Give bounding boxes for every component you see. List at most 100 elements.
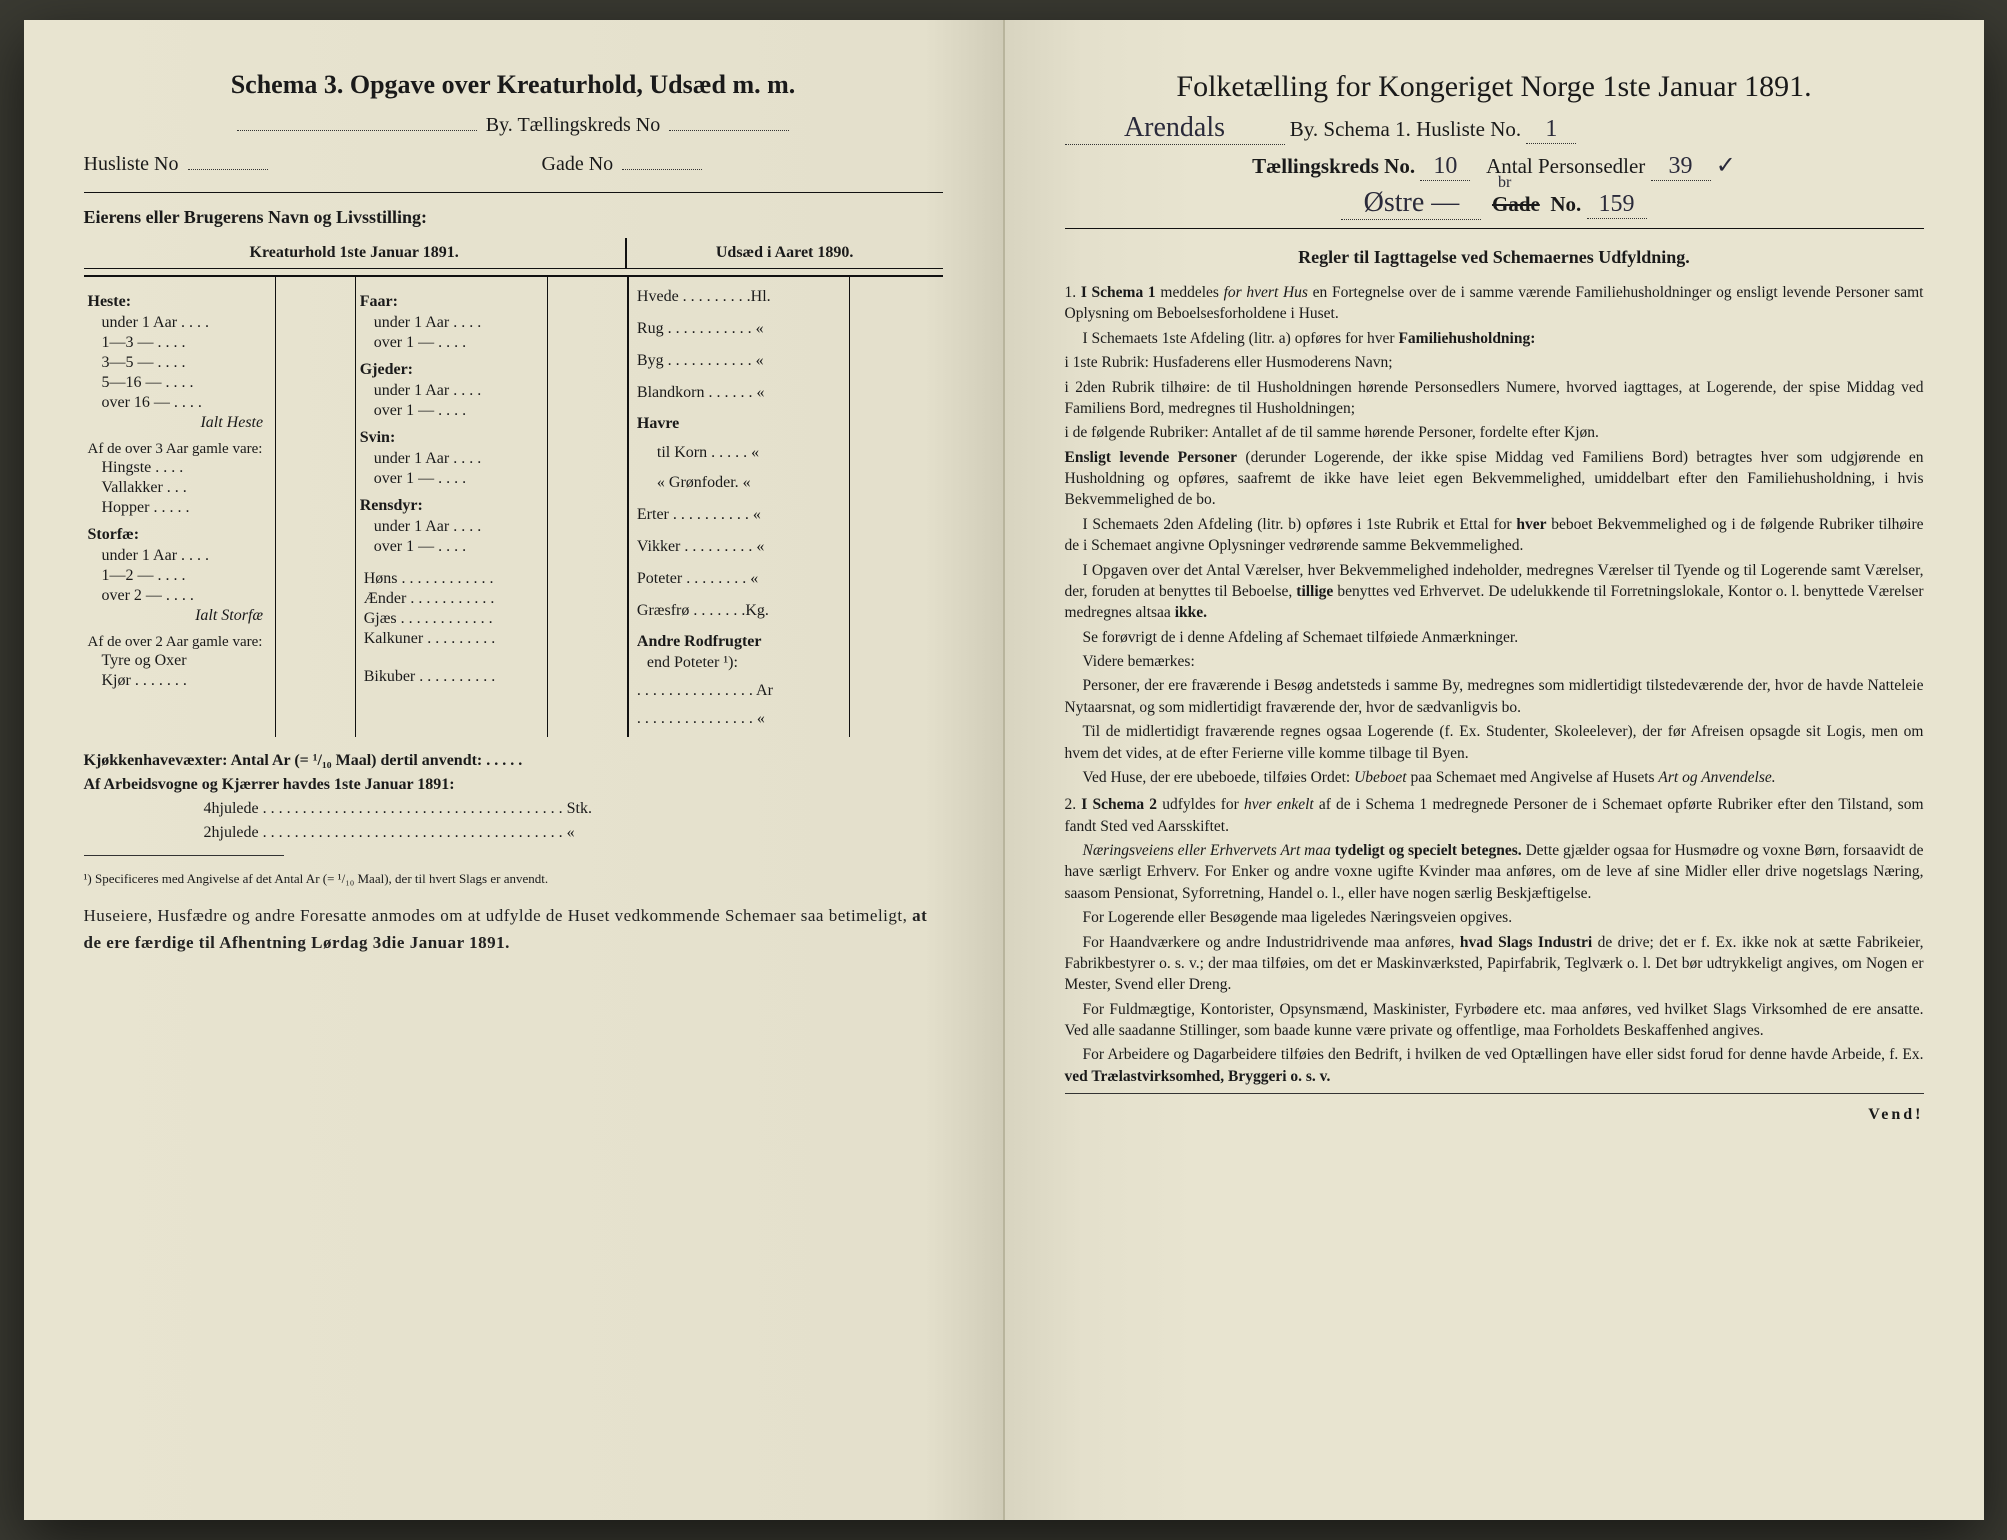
header-udsaed: Udsæd i Aaret 1890. [627,238,943,269]
storfae-sub: Kjør . . . . . . . [88,671,272,691]
street-field[interactable]: Østre — [1341,187,1481,220]
udsaed-row: Græsfrø . . . . . . .Kg. [633,601,845,621]
udsaed-row: Byg . . . . . . . . . . . « [633,351,845,371]
by-field[interactable] [237,130,477,131]
udsaed-row: end Poteter ¹): [633,653,845,673]
other-animal: Høns . . . . . . . . . . . . [360,569,544,589]
husliste-field[interactable] [188,169,268,170]
gade-no-field[interactable] [622,169,702,170]
header-kreatur: Kreaturhold 1ste Januar 1891. [84,238,627,269]
udsaed-row: Andre Rodfrugter [633,633,845,651]
svin-row: over 1 — . . . . [360,469,544,489]
rule-p: Videre bemærkes: [1065,651,1924,672]
udsaed-row: Vikker . . . . . . . . . « [633,537,845,557]
col1-animals: Heste: under 1 Aar . . . . 1—3 — . . . .… [84,277,277,737]
kreds-no-field[interactable]: 10 [1420,153,1470,181]
hjul4-line: 4hjulede . . . . . . . . . . . . . . . .… [84,797,943,821]
gade-no-field[interactable]: 159 [1587,191,1647,219]
owner-label: Eierens eller Brugerens Navn og Livsstil… [84,207,943,228]
rensdyr-row: under 1 Aar . . . . [360,517,544,537]
kreds-line: Tællingskreds No. 10 Antal Personsedler … [1065,151,1924,181]
udsaed-row: Hvede . . . . . . . . .Hl. [633,287,845,307]
bottom-rule [1065,1093,1924,1094]
checkmark-icon: ✓ [1716,153,1736,179]
vend-label: Vend! [1065,1106,1924,1124]
heste-sub: Hopper . . . . . [88,498,272,518]
rensdyr-title: Rensdyr: [360,497,544,515]
rule-p: i de følgende Rubriker: Antallet af de t… [1065,422,1924,443]
rules-title: Regler til Iagttagelse ved Schemaernes U… [1065,247,1924,268]
svin-title: Svin: [360,429,544,447]
udsaed-row: « Grønfoder. « [633,473,845,493]
rule-p: For Haandværkere og andre Industridriven… [1065,932,1924,996]
left-page: Schema 3. Opgave over Kreaturhold, Udsæd… [24,20,1005,1520]
storfae-sublabel: Af de over 2 Aar gamle vare: [88,634,272,651]
other-animal: Kalkuner . . . . . . . . . [360,629,544,649]
rule-p: Næringsveiens eller Erhvervets Art maa t… [1065,840,1924,904]
footnote: ¹) Specificeres med Angivelse af det Ant… [84,870,943,888]
other-animal: Ænder . . . . . . . . . . . [360,589,544,609]
footnote-rule [84,855,284,856]
heste-row: over 16 — . . . . [88,393,272,413]
storfae-sub: Tyre og Oxer [88,651,272,671]
col2-values[interactable] [276,277,356,737]
divider [1065,228,1924,229]
udsaed-row: Blandkorn . . . . . . « [633,383,845,403]
udsaed-row: . . . . . . . . . . . . . . . Ar [633,681,845,701]
above-gade: br [1498,174,1511,192]
hjul2-line: 2hjulede . . . . . . . . . . . . . . . .… [84,821,943,845]
rule-p: Ensligt levende Personer (derunder Loger… [1065,447,1924,511]
heste-row: 3—5 — . . . . [88,353,272,373]
udsaed-row: Rug . . . . . . . . . . . « [633,319,845,339]
rensdyr-row: over 1 — . . . . [360,537,544,557]
right-page: Folketælling for Kongeriget Norge 1ste J… [1005,20,1984,1520]
table-headers: Kreaturhold 1ste Januar 1891. Udsæd i Aa… [84,238,943,269]
other-animal: Gjæs . . . . . . . . . . . . [360,609,544,629]
storfae-title: Storfæ: [88,526,272,544]
heste-title: Heste: [88,293,272,311]
rule-p: I Schemaets 2den Afdeling (litr. b) opfø… [1065,514,1924,557]
rule-p: 1. I Schema 1 meddeles for hvert Hus en … [1065,282,1924,325]
faar-row: under 1 Aar . . . . [360,313,544,333]
census-title: Folketælling for Kongeriget Norge 1ste J… [1065,70,1924,104]
kjokken-line: Kjøkkenhavevæxter: Antal Ar (= ¹/₁₀ Maal… [84,749,943,773]
udsaed-row: . . . . . . . . . . . . . . . « [633,709,845,729]
city-field[interactable]: Arendals [1065,112,1285,145]
faar-row: over 1 — . . . . [360,333,544,353]
schema3-title: Schema 3. Opgave over Kreaturhold, Udsæd… [84,70,943,100]
arbeidsvogne-line: Af Arbeidsvogne og Kjærrer havdes 1ste J… [84,773,943,797]
udsaed-row: Erter . . . . . . . . . . « [633,505,845,525]
rule-p: i 2den Rubrik tilhøire: de til Husholdni… [1065,377,1924,420]
heste-sublabel: Af de over 3 Aar gamle vare: [88,441,272,458]
storfae-row: 1—2 — . . . . [88,566,272,586]
city-line: Arendals By. Schema 1. Husliste No. 1 [1065,112,1924,145]
personsedler-field[interactable]: 39 [1651,153,1711,181]
husliste-no-field[interactable]: 1 [1526,116,1576,144]
gjeder-row: under 1 Aar . . . . [360,381,544,401]
col4-values[interactable] [548,277,629,737]
col3-animals: Faar: under 1 Aar . . . . over 1 — . . .… [356,277,549,737]
rule-p: For Logerende eller Besøgende maa ligele… [1065,907,1924,928]
husliste-line: Husliste No Gade No [84,153,943,176]
document-spread: Schema 3. Opgave over Kreaturhold, Udsæd… [24,20,1984,1520]
rule-p: Til de midlertidigt fraværende regnes og… [1065,721,1924,764]
gade-line: Østre — brGade No. 159 [1065,187,1924,220]
storfae-row: under 1 Aar . . . . [88,546,272,566]
rule-p: 2. I Schema 2 udfyldes for hver enkelt a… [1065,794,1924,837]
svin-row: under 1 Aar . . . . [360,449,544,469]
rule-p: i 1ste Rubrik: Husfaderens eller Husmode… [1065,352,1924,373]
udsaed-row: til Korn . . . . . « [633,443,845,463]
col5-udsaed: Hvede . . . . . . . . .Hl. Rug . . . . .… [629,277,850,737]
rule-p: Ved Huse, der ere ubeboede, tilføies Ord… [1065,767,1924,788]
gjeder-row: over 1 — . . . . [360,401,544,421]
heste-ialt: Ialt Heste [88,413,272,433]
col6-values[interactable] [850,277,943,737]
udsaed-row: Poteter . . . . . . . . « [633,569,845,589]
heste-row: 5—16 — . . . . [88,373,272,393]
heste-sub: Vallakker . . . [88,478,272,498]
kreds-no-field[interactable] [669,130,789,131]
heste-row: 1—3 — . . . . [88,333,272,353]
rule-p: Personer, der ere fraværende i Besøg and… [1065,675,1924,718]
heste-row: under 1 Aar . . . . [88,313,272,333]
rule-p: For Arbeidere og Dagarbeidere tilføies d… [1065,1044,1924,1087]
